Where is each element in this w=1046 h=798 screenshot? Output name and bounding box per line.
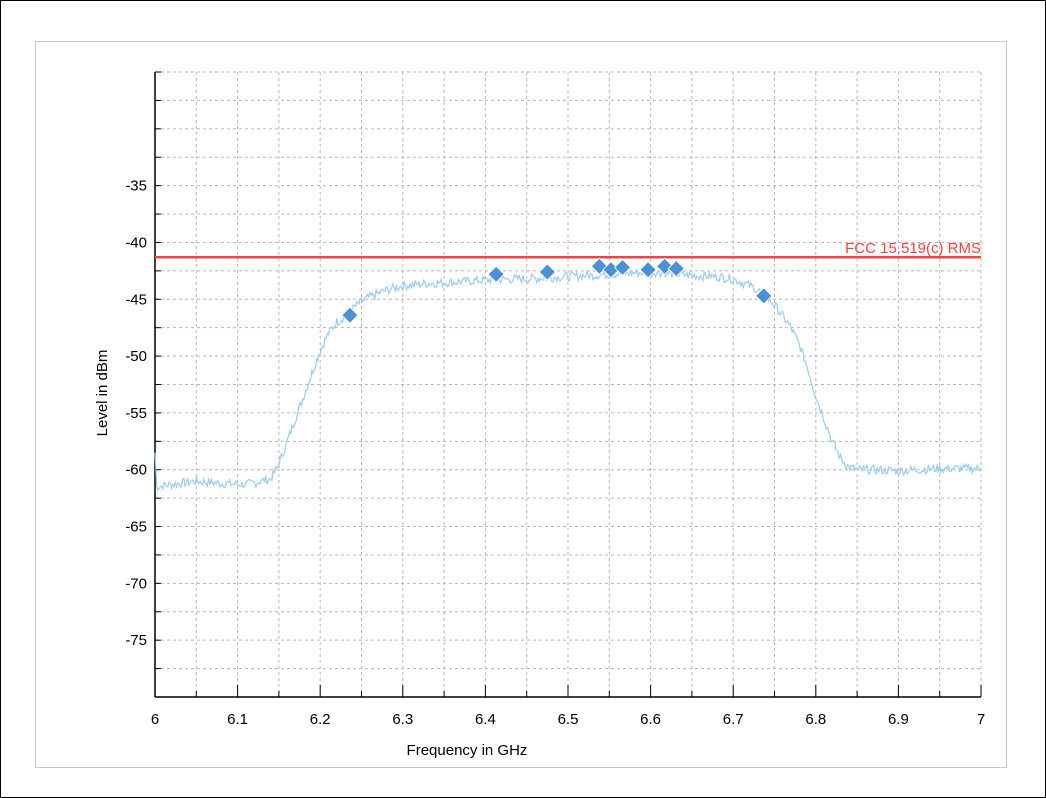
y-tick-label: -55 <box>125 405 147 422</box>
y-tick-label: -50 <box>125 348 147 365</box>
x-tick-label: 6.6 <box>640 711 661 728</box>
x-tick-label: 6.5 <box>558 711 579 728</box>
markers-layer <box>341 257 773 324</box>
spectrum-chart: -35 -40 -45 -50 -55 -60 -65 -70 -75 6 6.1 6.2 6.3 6.4… <box>94 71 985 759</box>
limit-layer: FCC 15.519(c) RMS <box>155 240 981 259</box>
peak-marker <box>613 258 632 277</box>
x-tick-label: 6.2 <box>310 711 331 728</box>
peak-marker <box>487 265 505 283</box>
y-tick-label: -65 <box>125 519 147 536</box>
x-tick-label: 6.1 <box>227 711 248 728</box>
series-layer <box>154 267 982 492</box>
peak-marker <box>341 306 359 324</box>
peak-marker <box>667 260 685 278</box>
y-tick-label: -75 <box>125 632 147 649</box>
peak-marker <box>538 263 556 281</box>
peak-marker <box>639 261 657 279</box>
x-tick-label: 6.4 <box>475 711 496 728</box>
y-tick-label: -70 <box>125 575 147 592</box>
y-tick-label: -45 <box>125 291 147 308</box>
x-axis-title: Frequency in GHz <box>407 742 528 759</box>
limit-line-label: FCC 15.519(c) RMS <box>845 240 981 257</box>
x-tick-label: 6.9 <box>888 711 909 728</box>
y-tick-label: -60 <box>125 462 147 479</box>
y-tick-label: -40 <box>125 234 147 251</box>
x-tick-label: 6 <box>151 711 159 728</box>
y-tick-label: -35 <box>125 178 147 195</box>
spectrum-trace <box>154 267 982 492</box>
peak-marker <box>656 257 674 275</box>
peak-marker <box>755 287 773 305</box>
x-tick-label: 7 <box>977 711 985 728</box>
plot-panel: -35 -40 -45 -50 -55 -60 -65 -70 -75 6 6.1 6.2 6.3 6.4… <box>35 41 1007 768</box>
x-tick-label: 6.3 <box>392 711 413 728</box>
axes: -35 -40 -45 -50 -55 -60 -65 -70 -75 6 6.1 6.2 6.3 6.4… <box>125 71 985 728</box>
x-tick-label: 6.8 <box>805 711 826 728</box>
grid <box>154 71 982 698</box>
x-tick-label: 6.7 <box>723 711 744 728</box>
y-axis-title: Level in dBm <box>94 350 111 437</box>
